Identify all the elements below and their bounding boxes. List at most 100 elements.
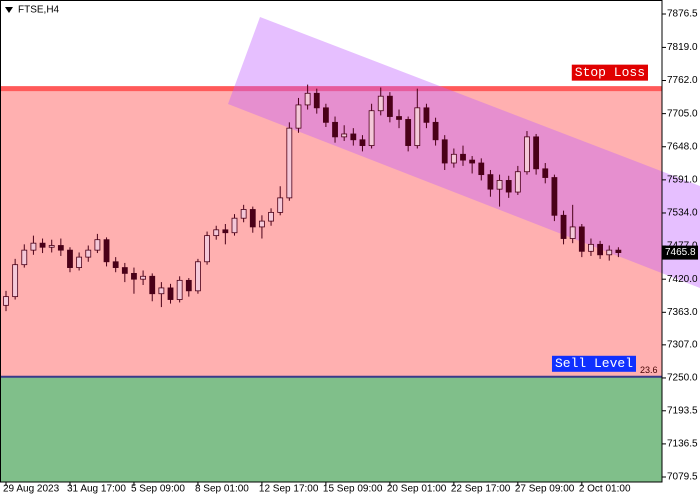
zones xyxy=(0,86,662,482)
candle-body xyxy=(542,168,549,178)
candle-body xyxy=(30,242,37,251)
candle-body xyxy=(368,110,375,146)
sell-level-label-box xyxy=(551,355,636,372)
current-price-box xyxy=(662,245,698,260)
candle-body xyxy=(332,121,338,138)
x-tick-label: 2 Oct 01:00 xyxy=(579,484,631,495)
candle-body xyxy=(350,133,357,141)
candle-body xyxy=(222,229,229,234)
x-tick-label: 31 Aug 17:00 xyxy=(67,484,126,495)
candle-body xyxy=(185,279,192,292)
candle-body xyxy=(533,136,540,170)
candle-body xyxy=(322,107,329,123)
frame xyxy=(0,0,663,483)
candle-body xyxy=(359,139,366,146)
x-tick-label: 12 Sep 17:00 xyxy=(259,484,319,495)
candle-body xyxy=(112,261,119,268)
candle-body xyxy=(240,209,247,219)
y-tick-label: 7819.0 xyxy=(667,42,698,53)
y-tick-label: 7762.0 xyxy=(667,75,698,86)
candle-body xyxy=(304,92,311,106)
candle-body xyxy=(277,197,284,213)
candle-body xyxy=(551,177,558,216)
y-tick-label: 7250.0 xyxy=(667,373,698,384)
candle-body xyxy=(405,119,412,146)
symbol-marker xyxy=(5,7,13,13)
candle-body xyxy=(423,107,430,123)
candle-body xyxy=(496,180,503,190)
candle-body xyxy=(313,92,320,109)
candle-body xyxy=(204,235,210,263)
candle-body xyxy=(295,104,302,129)
y-tick-label: 7079.5 xyxy=(667,472,698,483)
x-tick-label: 27 Sep 09:00 xyxy=(515,484,575,495)
candle-body xyxy=(597,243,603,256)
y-tick-label: 7420.0 xyxy=(667,274,698,285)
current-price-label: 7465.8 xyxy=(665,247,696,258)
candle-body xyxy=(259,220,265,228)
candle-body xyxy=(450,153,457,164)
y-tick-label: 7591.0 xyxy=(667,174,698,185)
x-tick-label: 5 Sep 09:00 xyxy=(131,484,185,495)
candle-body xyxy=(94,239,101,251)
candle-body xyxy=(460,153,466,161)
sell-level-label: Sell Level xyxy=(555,356,633,371)
candle-body xyxy=(76,256,83,268)
candle-body xyxy=(195,261,201,292)
candle-body xyxy=(85,249,92,258)
candles xyxy=(3,84,622,312)
candle-body xyxy=(569,226,576,239)
candle-body xyxy=(469,159,476,164)
y-tick-label: 7648.0 xyxy=(667,141,698,152)
candle-body xyxy=(341,133,348,138)
candle-body xyxy=(432,121,439,141)
x-tick-label: 22 Sep 17:00 xyxy=(451,484,511,495)
y-tick-label: 7307.0 xyxy=(667,339,698,350)
candle-body xyxy=(268,211,274,222)
x-tick-label: 20 Sep 01:00 xyxy=(387,484,447,495)
x-tick-label: 8 Sep 01:00 xyxy=(195,484,249,495)
candle-body xyxy=(606,249,613,256)
y-tick-label: 7193.5 xyxy=(667,405,698,416)
candle-body xyxy=(3,296,9,306)
candle-body xyxy=(21,249,28,266)
candle-body xyxy=(396,116,402,120)
candle-body xyxy=(249,209,256,228)
candle-body xyxy=(213,229,220,237)
x-tick-label: 29 Aug 2023 xyxy=(3,484,60,495)
profit-zone xyxy=(0,376,662,482)
candle-body xyxy=(286,127,293,199)
regression-channel xyxy=(228,17,700,288)
candle-body xyxy=(588,243,594,252)
candle-body xyxy=(39,242,46,248)
candle-body xyxy=(487,174,494,190)
candle-body xyxy=(48,245,55,248)
candle-body xyxy=(149,275,156,295)
candle-body xyxy=(231,217,238,234)
y-tick-label: 7705.0 xyxy=(667,108,698,119)
candle-body xyxy=(67,249,73,268)
fib-level-label: 23.6 xyxy=(640,365,658,375)
candle-body xyxy=(478,162,485,176)
y-tick-label: 7363.0 xyxy=(667,307,698,318)
stop-loss-label: Stop Loss xyxy=(575,65,645,80)
y-tick-label: 7534.0 xyxy=(667,208,698,219)
candle-body xyxy=(158,287,165,295)
candle-body xyxy=(386,95,393,117)
candle-body xyxy=(176,279,183,300)
candle-body xyxy=(103,239,110,263)
candle-body xyxy=(441,139,448,164)
stop-loss-label-box xyxy=(571,64,648,81)
candle-body xyxy=(121,267,128,274)
candle-body xyxy=(131,272,137,280)
candle-body xyxy=(140,275,147,280)
y-tick-label: 7136.5 xyxy=(667,439,698,450)
chart-title: FTSE,H4 xyxy=(18,5,60,16)
candle-body xyxy=(578,226,585,252)
candle-body xyxy=(12,264,19,298)
y-tick-label: 7876.5 xyxy=(667,9,698,20)
candle-body xyxy=(514,171,521,193)
